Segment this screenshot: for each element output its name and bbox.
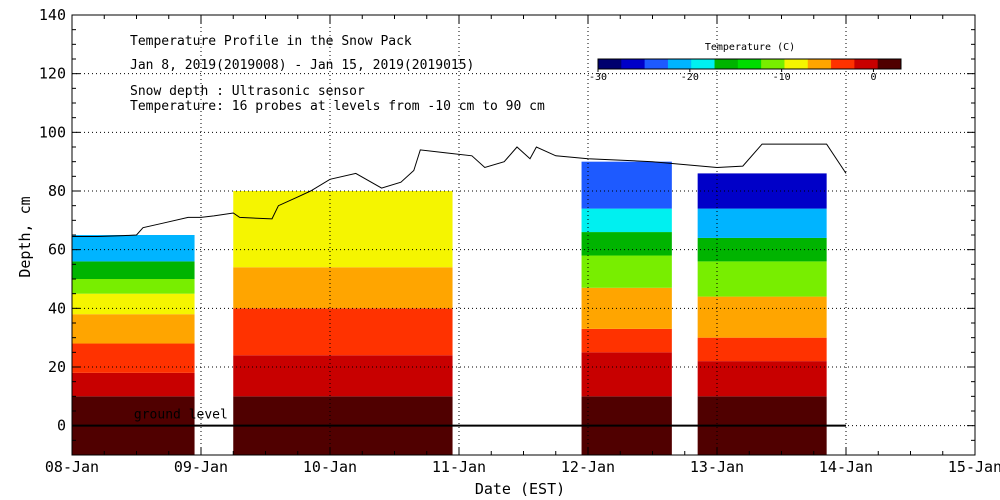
grid-lines [72,15,975,455]
heat-cell-seg0-layer5 [72,279,195,294]
x-tick-label-11-Jan: 11-Jan [432,458,486,476]
snow-depth-series [72,143,847,237]
chart-title: Temperature Profile in the Snow Pack [130,34,412,49]
heat-cell-seg1-layer1 [233,355,453,397]
y-tick-label-120: 120 [39,65,66,83]
colorbar-tick-label--10: -10 [773,72,791,83]
colorbar-tick-label--20: -20 [681,72,699,83]
heat-cell-seg3-layer5 [697,237,827,262]
colorbar-swatch-12 [877,59,902,69]
heat-cell-seg0-layer2 [72,343,195,373]
axis-ticks: 08-Jan 09-Jan 10-Jan 11-Jan 12-Jan 13-Jan 14-J… [39,6,1000,476]
heat-cell-seg0-layer4 [72,293,195,315]
heat-cell-seg0-layer7 [72,235,195,262]
colorbar-swatch-0 [598,59,622,69]
ground-level-label: ground level [134,408,228,423]
y-tick-label-40: 40 [48,299,66,317]
heat-cell-seg3-layer4 [697,261,827,297]
x-tick-label-15-Jan: 15-Jan [948,458,1000,476]
heat-cell-seg3-layer6 [697,208,827,238]
colorbar-title: Temperature (C) [705,42,795,53]
x-tick-label-08-Jan: 08-Jan [45,458,99,476]
colorbar: Temperature (C) -30 -20 -10 0 [589,42,902,83]
colorbar-swatch-9 [807,59,832,69]
heat-cell-seg2-layer7 [581,161,672,209]
plot-frame [71,14,976,456]
y-tick-label-0: 0 [57,417,66,435]
note-temperature-probes: Temperature: 16 probes at levels from -1… [130,99,545,114]
heat-cell-seg3-layer3 [697,296,827,338]
y-tick-label-80: 80 [48,182,66,200]
x-tick-label-10-Jan: 10-Jan [303,458,357,476]
snow-depth-line [72,143,847,237]
x-tick-label-14-Jan: 14-Jan [819,458,873,476]
colorbar-frame [597,58,902,70]
heat-cell-seg3-layer7 [697,173,827,209]
heat-cell-seg2-layer4 [581,255,672,288]
colorbar-swatch-6 [737,59,762,69]
y-tick-label-60: 60 [48,241,66,259]
heat-cell-seg3-layer2 [697,337,827,362]
heat-cell-seg1-layer3 [233,267,453,309]
x-tick-label-09-Jan: 09-Jan [174,458,228,476]
colorbar-swatch-8 [784,59,809,69]
heat-cell-seg1-layer2 [233,308,453,356]
heat-cell-seg0-layer3 [72,314,195,344]
heat-cell-seg1-layer4 [233,191,453,268]
y-tick-label-140: 140 [39,6,66,24]
colorbar-swatch-1 [621,59,646,69]
heat-cell-seg0-layer6 [72,261,195,279]
colorbar-swatch-3 [667,59,692,69]
colorbar-swatch-4 [691,59,716,69]
heat-cell-seg2-layer2 [581,328,672,353]
heat-cell-seg2-layer6 [581,208,672,233]
colorbar-tick-label-0: 0 [870,72,876,83]
ground-level-group: ground level [72,408,846,427]
x-tick-label-12-Jan: 12-Jan [561,458,615,476]
y-axis-title: Depth, cm [16,196,34,277]
heat-cell-seg0-layer1 [72,372,195,397]
y-tick-label-20: 20 [48,358,66,376]
colorbar-swatch-5 [714,59,739,69]
note-snow-depth: Snow depth : Ultrasonic sensor [130,84,365,99]
colorbar-swatch-7 [761,59,785,69]
temperature-heatmap [72,161,827,455]
colorbar-swatch-10 [831,59,855,69]
x-axis-title: Date (EST) [475,480,565,498]
x-tick-label-13-Jan: 13-Jan [690,458,744,476]
chart-subtitle: Jan 8, 2019(2019008) - Jan 15, 2019(2019… [130,58,474,73]
y-tick-label-100: 100 [39,123,66,141]
colorbar-swatch-2 [644,59,669,69]
heat-cell-seg2-layer1 [581,352,672,397]
heat-cell-seg2-layer5 [581,232,672,256]
heat-cell-seg3-layer1 [697,361,827,397]
colorbar-swatch-11 [854,59,879,69]
colorbar-tick-label--30: -30 [589,72,607,83]
heat-cell-seg2-layer3 [581,287,672,329]
